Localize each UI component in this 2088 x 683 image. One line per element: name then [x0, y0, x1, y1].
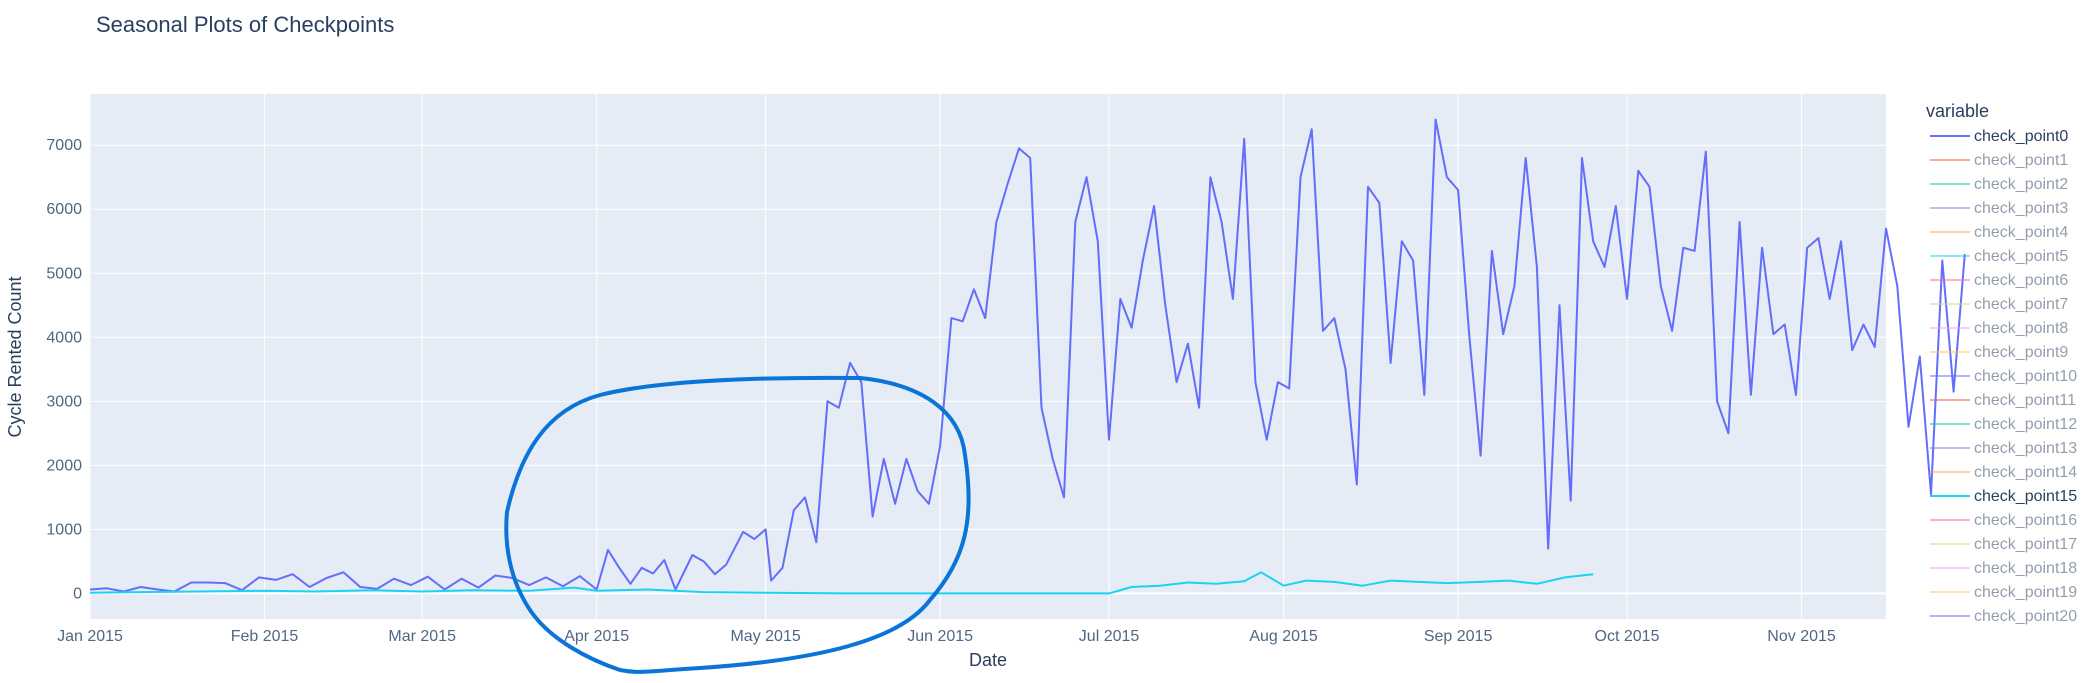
series-line-check_point15 — [89, 571, 1594, 595]
y-tick-labels: 0 1000 2000 3000 4000 5000 6000 7000 — [46, 137, 82, 602]
legend-item-check_point14[interactable]: check_point14 — [1930, 464, 2077, 481]
legend-title: variable — [1926, 101, 1989, 121]
legend-label: check_point9 — [1974, 344, 2068, 361]
legend-label: check_point16 — [1974, 512, 2077, 529]
legend-item-check_point10[interactable]: check_point10 — [1930, 368, 2077, 385]
x-tick-label: Aug 2015 — [1249, 628, 1318, 645]
legend[interactable]: variable check_point0 check_point1 check_p… — [1926, 101, 2077, 625]
legend-label: check_point20 — [1974, 608, 2077, 625]
y-axis-title: Cycle Rented Count — [5, 276, 25, 437]
x-tick-label: Feb 2015 — [231, 628, 299, 645]
legend-label: check_point3 — [1974, 200, 2068, 217]
legend-label: check_point8 — [1974, 320, 2068, 337]
legend-label: check_point6 — [1974, 272, 2068, 289]
legend-label: check_point7 — [1974, 296, 2068, 313]
legend-item-check_point18[interactable]: check_point18 — [1930, 560, 2077, 577]
plot-area — [90, 94, 1886, 619]
x-tick-label: Apr 2015 — [564, 628, 629, 645]
x-tick-label: Nov 2015 — [1767, 628, 1836, 645]
legend-item-check_point11[interactable]: check_point11 — [1930, 392, 2076, 409]
legend-item-check_point12[interactable]: check_point12 — [1930, 416, 2077, 433]
legend-item-check_point16[interactable]: check_point16 — [1930, 512, 2077, 529]
legend-item-check_point1[interactable]: check_point1 — [1930, 152, 2068, 169]
x-tick-label: Jul 2015 — [1079, 628, 1140, 645]
x-tick-label: Sep 2015 — [1424, 628, 1493, 645]
legend-item-check_point2[interactable]: check_point2 — [1930, 176, 2068, 193]
legend-label: check_point15 — [1974, 488, 2077, 505]
legend-item-check_point7[interactable]: check_point7 — [1930, 296, 2068, 313]
y-tick-label: 5000 — [46, 265, 82, 282]
y-tick-label: 7000 — [46, 137, 82, 154]
y-tick-label: 4000 — [46, 329, 82, 346]
legend-label: check_point13 — [1974, 440, 2077, 457]
x-axis-title: Date — [969, 650, 1007, 670]
y-tick-label: 6000 — [46, 201, 82, 218]
legend-item-check_point6[interactable]: check_point6 — [1930, 272, 2068, 289]
chart-title: Seasonal Plots of Checkpoints — [96, 12, 394, 37]
x-tick-label: Mar 2015 — [388, 628, 456, 645]
legend-label: check_point10 — [1974, 368, 2077, 385]
legend-label: check_point4 — [1974, 224, 2068, 241]
legend-item-check_point9[interactable]: check_point9 — [1930, 344, 2068, 361]
hand-drawn-highlight-circle — [504, 375, 971, 674]
legend-item-check_point8[interactable]: check_point8 — [1930, 320, 2068, 337]
legend-item-check_point4[interactable]: check_point4 — [1930, 224, 2068, 241]
legend-item-check_point20[interactable]: check_point20 — [1930, 608, 2077, 625]
x-tick-label: Oct 2015 — [1595, 628, 1660, 645]
y-tick-label: 3000 — [46, 393, 82, 410]
legend-label: check_point14 — [1974, 464, 2077, 481]
legend-item-check_point13[interactable]: check_point13 — [1930, 440, 2077, 457]
legend-item-check_point0[interactable]: check_point0 — [1930, 128, 2068, 145]
legend-item-check_point5[interactable]: check_point5 — [1930, 248, 2068, 265]
y-tick-label: 1000 — [46, 521, 82, 538]
legend-label: check_point5 — [1974, 248, 2068, 265]
x-tick-label: May 2015 — [730, 628, 800, 645]
gridlines — [89, 94, 1886, 619]
legend-label: check_point18 — [1974, 560, 2077, 577]
x-tick-label: Jan 2015 — [57, 628, 123, 645]
legend-label: check_point17 — [1974, 536, 2077, 553]
x-tick-labels: Jan 2015 Feb 2015 Mar 2015 Apr 2015 May 2015… — [57, 628, 1836, 645]
legend-label: check_point11 — [1974, 392, 2076, 409]
y-tick-label: 2000 — [46, 457, 82, 474]
legend-item-check_point15[interactable]: check_point15 — [1930, 488, 2077, 505]
legend-label: check_point0 — [1974, 128, 2068, 145]
legend-label: check_point1 — [1974, 152, 2068, 169]
legend-label: check_point2 — [1974, 176, 2068, 193]
legend-item-check_point3[interactable]: check_point3 — [1930, 200, 2068, 217]
legend-label: check_point19 — [1974, 584, 2077, 601]
y-tick-label: 0 — [73, 585, 82, 602]
legend-label: check_point12 — [1974, 416, 2077, 433]
x-tick-label: Jun 2015 — [907, 628, 973, 645]
legend-item-check_point17[interactable]: check_point17 — [1930, 536, 2077, 553]
legend-item-check_point19[interactable]: check_point19 — [1930, 584, 2077, 601]
